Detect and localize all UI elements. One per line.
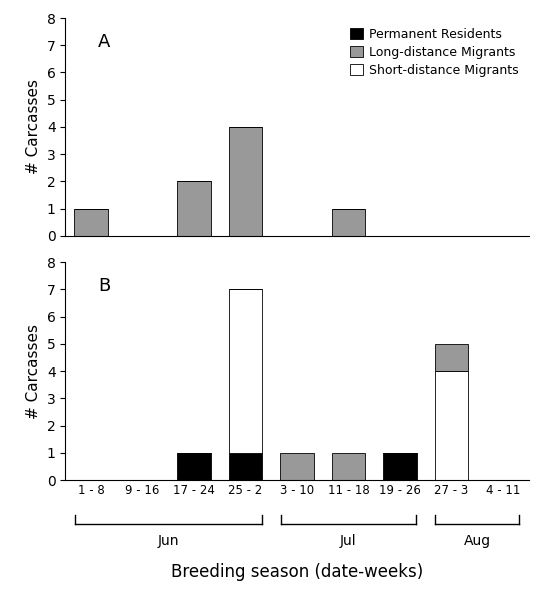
Bar (229, 127, 262, 236)
Bar (177, 181, 211, 236)
Bar (229, 453, 262, 480)
Text: B: B (98, 277, 110, 295)
Bar (75, 209, 108, 236)
Legend: Permanent Residents, Long-distance Migrants, Short-distance Migrants: Permanent Residents, Long-distance Migra… (347, 24, 523, 81)
Bar (435, 371, 468, 480)
Bar (332, 209, 365, 236)
Bar (280, 453, 314, 480)
Text: Breeding season (date-weeks): Breeding season (date-weeks) (171, 563, 423, 581)
Y-axis label: # Carcasses: # Carcasses (26, 79, 41, 175)
Text: Jun: Jun (158, 535, 179, 548)
Bar (229, 289, 262, 453)
Text: Aug: Aug (464, 535, 491, 548)
Y-axis label: # Carcasses: # Carcasses (26, 323, 41, 419)
Text: Jul: Jul (340, 535, 357, 548)
Bar (332, 453, 365, 480)
Text: A: A (98, 33, 110, 51)
Bar (177, 453, 211, 480)
Bar (435, 344, 468, 371)
Bar (383, 453, 417, 480)
